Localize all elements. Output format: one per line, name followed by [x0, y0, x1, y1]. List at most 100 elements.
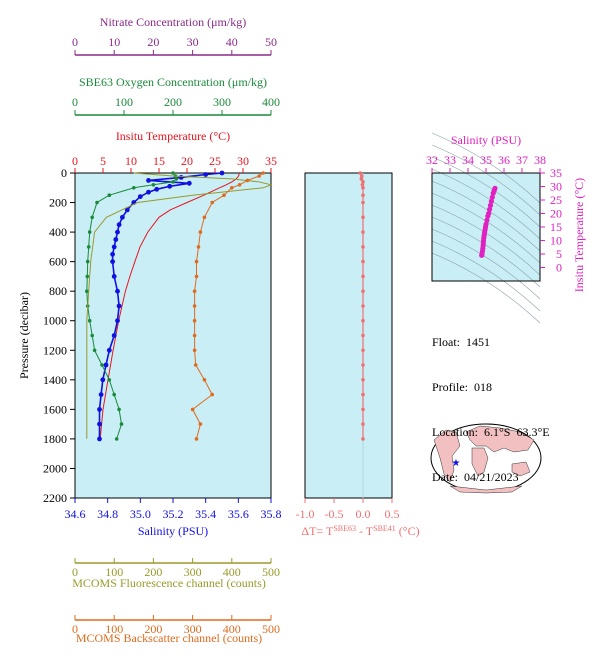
backscatter-point: [192, 289, 197, 294]
salinity-point: [186, 180, 192, 186]
oxygen-tick-label: 200: [164, 95, 182, 109]
delta-point: [361, 407, 365, 412]
fluorescence-tick-label: 0: [72, 565, 78, 579]
salinity-point: [154, 186, 160, 192]
backscatter-tick-label: 400: [223, 622, 241, 636]
ts-salinity-tick-label: 32: [426, 153, 438, 167]
delta-point: [361, 437, 365, 441]
ts-salinity-tick-label: 38: [534, 153, 546, 167]
oxygen-point: [119, 422, 124, 426]
delta-point: [361, 230, 365, 234]
delta-plot-area: [304, 172, 393, 499]
salinity-point: [124, 207, 130, 213]
nitrate-tick-label: 40: [226, 35, 238, 49]
float-info: Float: 1451 Profile: 018 Location: 6.1°S…: [432, 305, 550, 500]
salinity-point: [110, 259, 115, 264]
nitrate-tick-label: 10: [108, 35, 120, 49]
backscatter-tick-label: 200: [144, 622, 162, 636]
salinity-tick-label: 35.4: [195, 507, 216, 521]
backscatter-point: [222, 193, 226, 197]
backscatter-point: [192, 348, 197, 353]
oxygen-point: [132, 186, 136, 190]
delta-label-part: - T: [356, 524, 374, 538]
delta-point: [361, 318, 365, 323]
location-line: Location: 6.1°S 63.3°E: [432, 425, 550, 439]
salinity-point: [137, 194, 143, 200]
pressure-tick-label: 1000: [43, 314, 67, 328]
map-land-eurasia: [465, 425, 535, 453]
salinity-tick-label: 35.6: [228, 507, 249, 521]
salinity-point: [110, 251, 115, 257]
nitrate-tick-label: 20: [147, 35, 159, 49]
ts-point: [485, 213, 491, 219]
salinity-point: [98, 392, 104, 397]
ts-salinity-tick-label: 36: [498, 153, 510, 167]
pressure-tick-label: 600: [49, 255, 67, 269]
backscatter-point: [198, 422, 203, 426]
fluorescence-axis-label: MCOMS Fluorescence channel (counts): [72, 576, 266, 590]
salinity-point: [111, 274, 117, 279]
oxygen-point: [171, 180, 175, 184]
ts-temp-tick-label: 35: [550, 166, 562, 180]
ts-salinity-tick-label: 37: [516, 153, 528, 167]
salinity-point: [97, 436, 102, 442]
ts-density-contour: [431, 132, 541, 204]
salinity-point: [103, 362, 109, 368]
pressure-tick-label: 2000: [43, 461, 67, 475]
backscatter-point: [257, 174, 262, 178]
salinity-point: [116, 303, 122, 309]
delta-tick-label: 0.5: [385, 507, 400, 521]
ts-point: [484, 217, 490, 223]
delta-tick-label: 0.0: [356, 507, 371, 521]
salinity-point: [167, 183, 173, 189]
map-land-africa: [471, 447, 489, 477]
pressure-tick-label: 1600: [43, 402, 67, 416]
pressure-tick-label: 0: [61, 166, 67, 180]
oxygen-point: [112, 392, 116, 397]
backscatter-point: [194, 437, 199, 441]
delta-axis-label: ΔT= TSBE63 - TSBE41 (°C): [301, 524, 419, 539]
delta-point: [361, 333, 365, 338]
pressure-tick-label: 400: [49, 225, 67, 239]
oxygen-tick-label: 100: [115, 95, 133, 109]
backscatter-point: [202, 215, 207, 220]
ts-salinity-tick-label: 33: [444, 153, 456, 167]
ts-temp-tick-label: 0: [556, 261, 562, 275]
temperature-tick-label: 0: [72, 154, 78, 168]
oxygen-point: [87, 318, 92, 323]
temperature-tick-label: 25: [209, 154, 221, 168]
map-land-australia: [511, 461, 531, 477]
backscatter-point: [196, 245, 201, 249]
ts-point: [479, 252, 485, 258]
ts-temp-tick-label: 10: [550, 234, 562, 248]
salinity-point: [97, 407, 102, 412]
delta-tick-label: -0.5: [325, 507, 344, 521]
backscatter-point: [192, 318, 197, 323]
ts-density-contour: [431, 144, 541, 216]
location-value: 6.1°S 63.3°E: [483, 425, 550, 439]
delta-label-part: ΔT= T: [301, 524, 334, 538]
salinity-point: [115, 318, 120, 324]
profile-line: Profile: 018: [432, 380, 492, 394]
backscatter-point: [210, 200, 214, 205]
pressure-tick-label: 800: [49, 284, 67, 298]
salinity-point: [106, 347, 112, 353]
ts-salinity-tick-label: 35: [480, 153, 492, 167]
temperature-tick-label: 15: [153, 154, 165, 168]
ts-density-contour: [431, 216, 541, 288]
backscatter-tick-label: 500: [262, 622, 280, 636]
ts-salinity-axis-label: Salinity (PSU): [451, 133, 521, 147]
salinity-point: [120, 214, 125, 220]
salinity-point: [178, 175, 184, 180]
ts-salinity-tick-label: 34: [462, 153, 474, 167]
oxygen-point: [85, 274, 90, 279]
ts-density-contour: [431, 192, 541, 264]
date-value: 04/21/2023: [464, 470, 519, 484]
oxygen-point: [100, 363, 104, 367]
delta-point: [360, 174, 364, 178]
oxygen-tick-label: 0: [72, 95, 78, 109]
fluorescence-tick-label: 400: [223, 565, 241, 579]
ts-point: [487, 202, 494, 208]
salinity-tick-label: 34.8: [97, 507, 118, 521]
